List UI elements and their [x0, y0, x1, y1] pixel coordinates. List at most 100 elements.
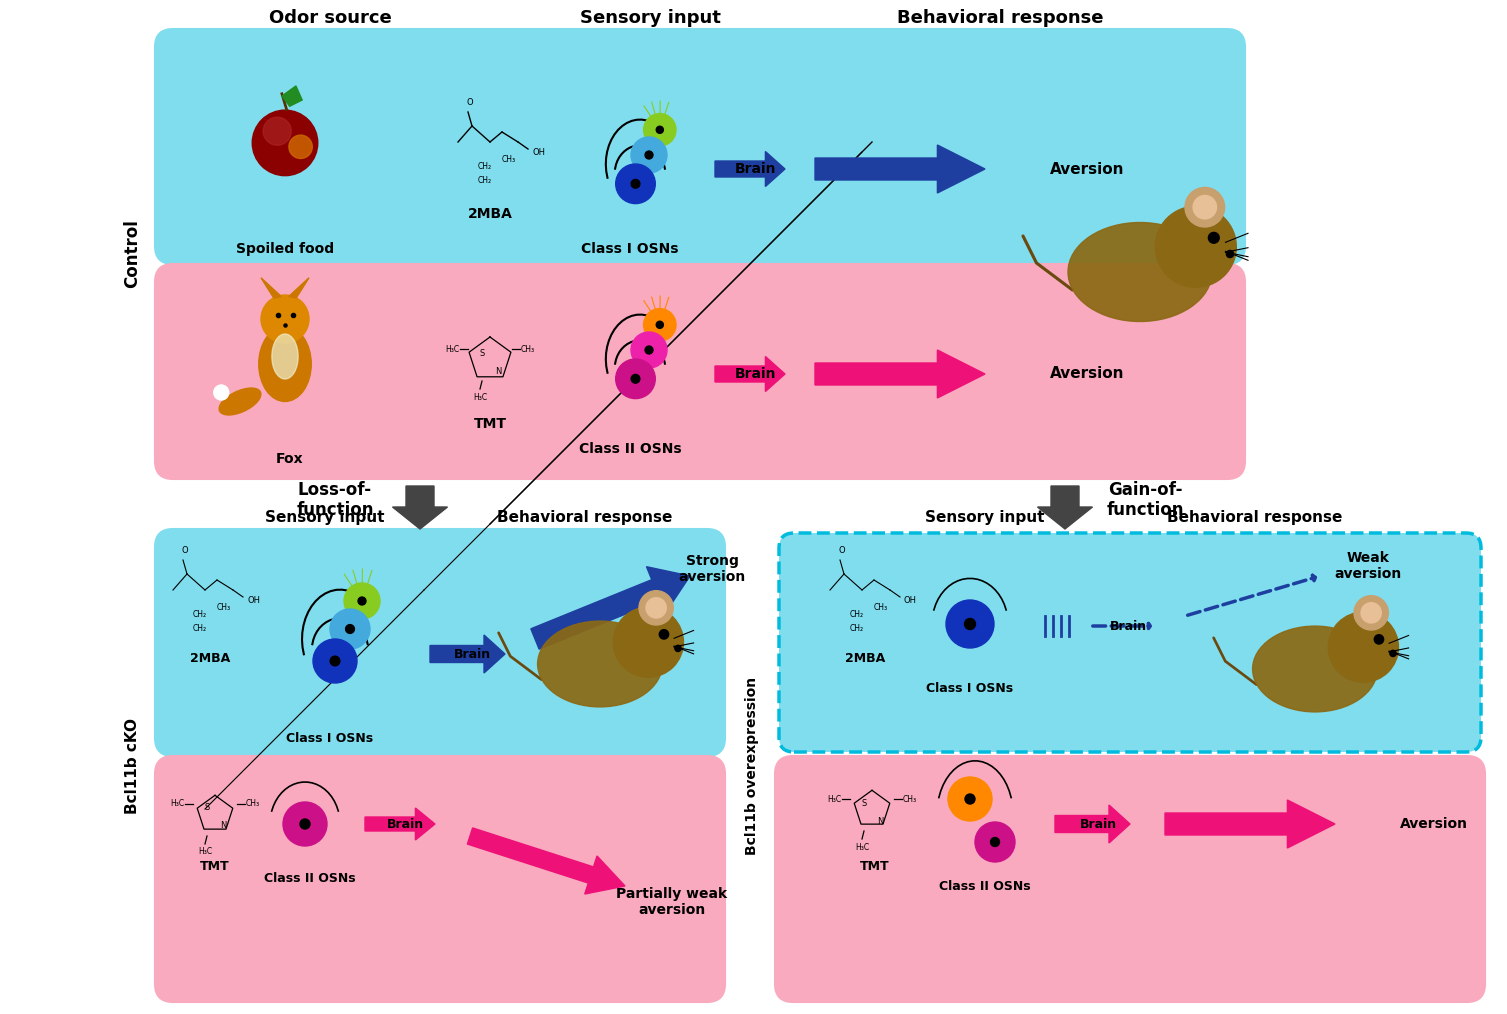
Text: Aversion: Aversion [1050, 161, 1124, 176]
Circle shape [613, 607, 684, 677]
Circle shape [330, 609, 371, 649]
Text: Spoiled food: Spoiled food [237, 242, 335, 256]
Circle shape [656, 126, 663, 134]
Text: Brain: Brain [1079, 817, 1117, 830]
Text: OH: OH [247, 595, 261, 604]
Text: Class II OSNs: Class II OSNs [579, 442, 681, 456]
Circle shape [313, 639, 357, 683]
Text: Brain: Brain [1109, 620, 1147, 633]
Circle shape [647, 597, 666, 618]
Ellipse shape [259, 327, 312, 402]
Text: Behavioral response: Behavioral response [497, 509, 672, 524]
Text: Sensory input: Sensory input [925, 509, 1044, 524]
Text: Loss-of-
function: Loss-of- function [297, 481, 374, 519]
Circle shape [656, 321, 663, 329]
FancyBboxPatch shape [155, 756, 725, 1002]
Ellipse shape [1068, 222, 1212, 321]
FancyBboxPatch shape [779, 533, 1481, 752]
Circle shape [1389, 650, 1395, 656]
Circle shape [645, 151, 653, 159]
Circle shape [330, 656, 341, 666]
Text: H₃C: H₃C [854, 843, 870, 852]
Circle shape [616, 359, 656, 399]
FancyBboxPatch shape [155, 29, 1245, 264]
Text: 2MBA: 2MBA [190, 652, 231, 665]
Circle shape [1156, 206, 1236, 287]
Circle shape [283, 802, 327, 846]
Text: 2MBA: 2MBA [467, 207, 512, 221]
Circle shape [964, 619, 975, 630]
Text: Class II OSNs: Class II OSNs [939, 879, 1031, 892]
Text: CH₂: CH₂ [478, 176, 493, 185]
Text: Behavioral response: Behavioral response [897, 9, 1103, 27]
Text: H₃C: H₃C [827, 795, 841, 803]
Circle shape [289, 135, 312, 158]
Circle shape [643, 114, 677, 146]
Text: TMT: TMT [200, 860, 229, 872]
Text: O: O [467, 98, 473, 107]
Text: Bcl11b overexpression: Bcl11b overexpression [744, 676, 760, 855]
Text: Fox: Fox [276, 452, 304, 466]
FancyArrow shape [365, 808, 436, 840]
FancyArrow shape [1037, 486, 1093, 529]
FancyArrow shape [714, 357, 785, 391]
Circle shape [631, 179, 640, 189]
Circle shape [1209, 232, 1219, 243]
Circle shape [1374, 635, 1383, 644]
Polygon shape [261, 278, 282, 298]
Polygon shape [289, 278, 309, 298]
Text: CH₃: CH₃ [521, 345, 535, 354]
Ellipse shape [219, 388, 261, 415]
FancyArrow shape [1165, 800, 1335, 848]
Circle shape [990, 838, 999, 847]
FancyBboxPatch shape [775, 756, 1484, 1002]
Circle shape [1361, 602, 1382, 623]
FancyArrow shape [815, 145, 986, 193]
Text: Brain: Brain [734, 367, 776, 381]
Ellipse shape [271, 334, 298, 379]
Circle shape [359, 597, 366, 605]
Ellipse shape [538, 622, 663, 707]
Circle shape [643, 308, 677, 341]
Text: Aversion: Aversion [1050, 366, 1124, 381]
Circle shape [639, 591, 674, 625]
FancyBboxPatch shape [155, 529, 725, 756]
Circle shape [1353, 595, 1388, 630]
Text: CH₃: CH₃ [246, 799, 261, 808]
Text: Strong
aversion: Strong aversion [678, 554, 746, 584]
Text: CH₂: CH₂ [850, 610, 864, 619]
Text: Class I OSNs: Class I OSNs [582, 242, 678, 256]
Circle shape [252, 111, 318, 175]
Circle shape [645, 346, 653, 354]
FancyBboxPatch shape [155, 264, 1245, 479]
Circle shape [1194, 196, 1216, 219]
Text: S: S [479, 349, 485, 358]
Text: Brain: Brain [454, 648, 491, 660]
Text: Bcl11b cKO: Bcl11b cKO [125, 718, 140, 813]
Text: O: O [839, 546, 845, 555]
FancyArrow shape [467, 827, 625, 894]
Text: CH₂: CH₂ [478, 162, 493, 171]
Circle shape [948, 777, 992, 821]
Text: CH₃: CH₃ [874, 602, 888, 611]
FancyArrow shape [530, 567, 690, 649]
FancyArrow shape [714, 151, 785, 187]
Text: Gain-of-
function: Gain-of- function [1106, 481, 1185, 519]
Text: Brain: Brain [386, 817, 423, 830]
Circle shape [964, 794, 975, 804]
Text: Sensory input: Sensory input [265, 509, 384, 524]
Text: Class I OSNs: Class I OSNs [286, 732, 374, 745]
Text: CH₂: CH₂ [850, 624, 864, 633]
Text: Control: Control [124, 220, 142, 288]
Text: Behavioral response: Behavioral response [1168, 509, 1343, 524]
Text: Class II OSNs: Class II OSNs [264, 872, 356, 885]
Polygon shape [282, 86, 303, 106]
Text: H₃C: H₃C [197, 848, 212, 857]
Text: Sensory input: Sensory input [580, 9, 720, 27]
Circle shape [975, 822, 1016, 862]
Circle shape [659, 630, 669, 639]
Text: OH: OH [904, 595, 916, 604]
Text: Aversion: Aversion [1400, 817, 1468, 831]
Text: OH: OH [532, 147, 546, 156]
FancyArrow shape [429, 635, 505, 673]
